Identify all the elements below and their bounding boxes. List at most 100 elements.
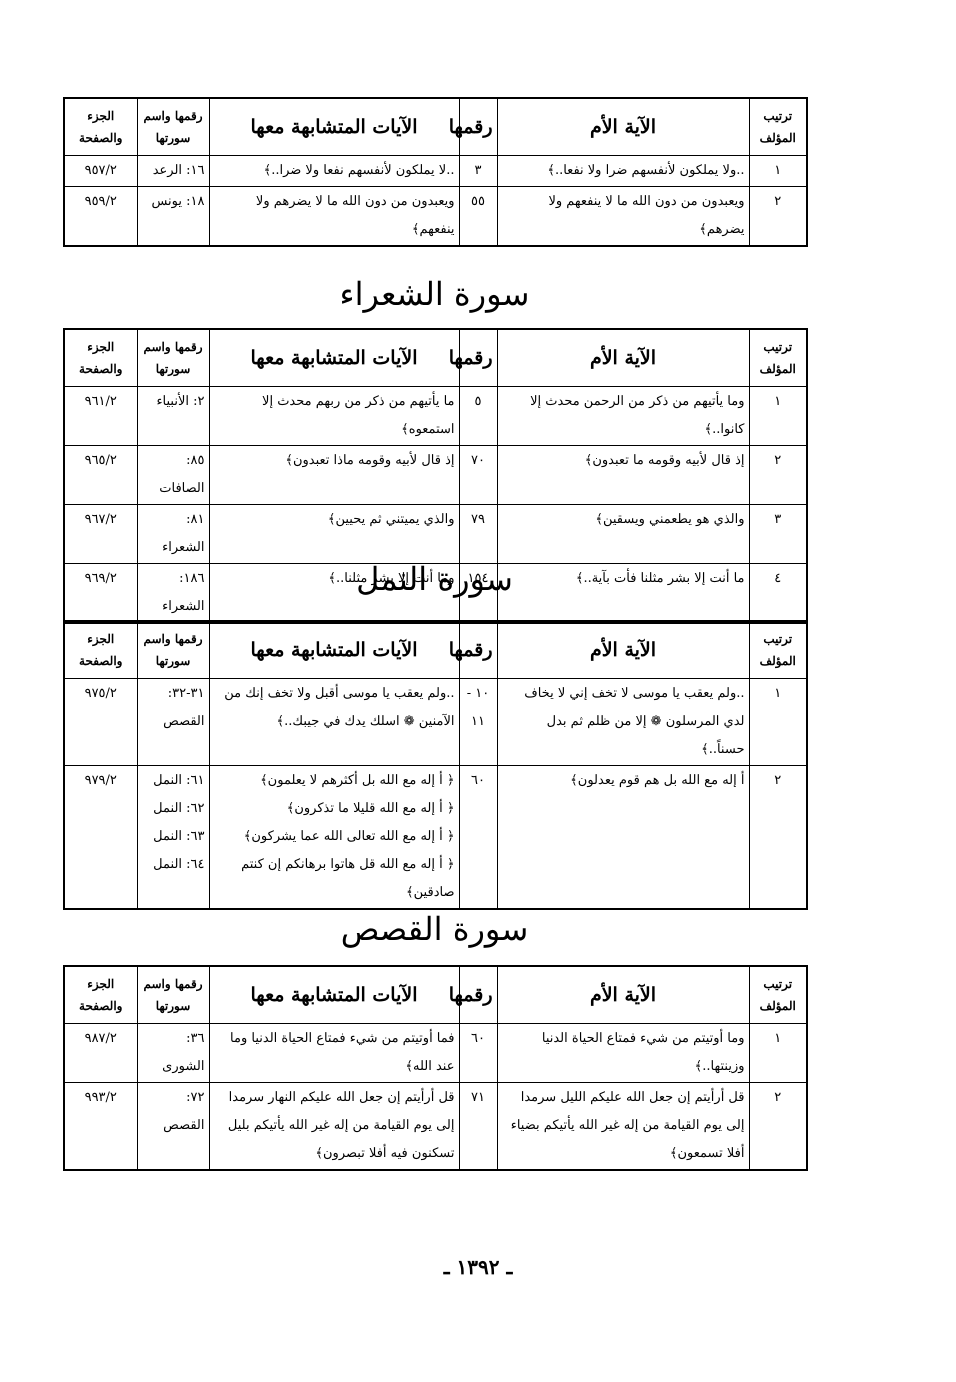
table-cell: ٩٨٧/٢ [63,1023,138,1083]
column-header: الآيات المتشابهة معها [208,97,460,156]
table-cell: فما أوتيتم من شيء فمتاع الحياة الدنيا وم… [208,1023,460,1083]
header-row: ترتيب المؤلف الآية الأم رقمها الآيات المتشا… [63,328,808,387]
column-header: الآيات المتشابهة معها [208,328,460,387]
cell-line: ﴿ أ إله مع الله قل هاتوا برهانكم إن كنتم… [241,857,455,900]
table-cell: ١ [748,678,808,766]
column-header: رقمها واسم سورتها [136,620,210,679]
table-row: ٤ ما أنت إلا بشر مثلنا فأت بآية..﴾ ١٥٤ وما … [63,563,808,624]
table-cell: ﴿ أ إله مع الله بل أكثرهم لا يعلمون﴾ ﴿ أ … [208,765,460,910]
table-cell: ٦١: النمل ٦٢: النمل ٦٣: النمل ٦٤: النمل [136,765,210,910]
table-row: ١ ..ولم يعقب يا موسى لا تخف إني لا يخاف ل… [63,678,808,766]
cell-line: ٦٣: النمل [153,829,205,844]
section-title: سورة النمل [356,560,513,598]
column-header: الجزء والصفحة [63,97,138,156]
cell-line: ﴿ أ إله مع الله قليلا ما تذكرون﴾ [286,801,455,816]
column-header: رقمها واسم سورتها [136,965,210,1024]
column-header: الآية الأم [496,328,750,387]
table-cell: ويعبدون من دون الله ما لا ينفعهم ولا يضر… [496,186,750,247]
table-cell: إذ قال لأبيه وقومه ما تعبدون﴾ [496,445,750,505]
table-cell: ١ [748,1023,808,1083]
verse-table: ترتيب المؤلف الآية الأم رقمها الآيات المتشا… [63,620,808,910]
table-cell: ٦٠ [458,765,498,910]
table-row: ١ وما يأتيهم من ذكر من الرحمن محدث إلا كا… [63,386,808,446]
column-header: الآية الأم [496,620,750,679]
table-cell: ١٠ - ١١ [458,678,498,766]
table-cell: ٢ [748,1082,808,1171]
table-cell: ٢ [748,765,808,910]
column-header: الجزء والصفحة [63,328,138,387]
section-title: سورة الشعراء [339,275,530,313]
table-cell: ٩٧٩/٢ [63,765,138,910]
table-cell: ما يأتيهم من ذكر من ربهم محدث إلا استمعو… [208,386,460,446]
table-row: ١ ..ولا يملكون لأنفسهم ضرا ولا نفعا..﴾ ٣..… [63,155,808,187]
table-cell: ٣ [748,504,808,564]
cell-line: ٦١: النمل [153,773,205,788]
column-header: ترتيب المؤلف [748,965,808,1024]
verse-table: ترتيب المؤلف الآية الأم رقمها الآيات المتشا… [63,328,808,624]
cell-line: ﴿ أ إله مع الله بل أكثرهم لا يعلمون﴾ [260,773,455,788]
page-number: ـ ١٣٩٢ ـ [443,1255,513,1279]
table-cell: ٩٦٥/٢ [63,445,138,505]
table-cell: ٢: الأنبياء [136,386,210,446]
table-cell: ٩٧٥/٢ [63,678,138,766]
table-cell: ٩٩٣/٢ [63,1082,138,1171]
section-title: سورة القصص [340,910,529,948]
table-cell: ٨١: الشعراء [136,504,210,564]
table-cell: ١ [748,386,808,446]
table-cell: والذي يميتني ثم يحيين﴾ [208,504,460,564]
table-cell: ٧٢: القصص [136,1082,210,1171]
table-cell: وما يأتيهم من ذكر من الرحمن محدث إلا كان… [496,386,750,446]
table-cell: قل أرأيتم إن جعل الله عليكم الليل سرمدا … [496,1082,750,1171]
column-header: رقمها [449,965,498,1024]
table-cell: ٧٠ [458,445,498,505]
table-cell: ٢ [748,186,808,247]
column-header: رقمها واسم سورتها [136,97,210,156]
table-cell: ٧١ [458,1082,498,1171]
table-cell: ..ولم يعقب يا موسى لا تخف إني لا يخاف لد… [496,678,750,766]
header-row: ترتيب المؤلف الآية الأم رقمها الآيات المتشا… [63,965,808,1024]
table-cell: ١٨: يونس [136,186,210,247]
table-row: ١ وما أوتيتم من شيء فمتاع الحياة الدنيا و… [63,1023,808,1083]
table-cell: ٣١-٣٢: القصص [136,678,210,766]
table-cell: ٨٥: الصافات [136,445,210,505]
column-header: الآيات المتشابهة معها [208,620,460,679]
verse-table: ترتيب المؤلف الآية الأم رقمها الآيات المتشا… [63,965,808,1171]
cell-line: ٦٢: النمل [153,801,205,816]
verse-table: ترتيب المؤلف الآية الأم رقمها الآيات المتشا… [63,97,808,247]
table-row: ٣ والذي هو يطعمني ويسقين﴾ ٧٩ والذي يميتني ث… [63,504,808,564]
table-cell: قل أرأيتم إن جعل الله عليكم النهار سرمدا… [208,1082,460,1171]
column-header: رقمها [449,620,498,679]
table-cell: ٧٩ [458,504,498,564]
column-header: ترتيب المؤلف [748,328,808,387]
table-cell: ويعبدون من دون الله ما لا يضرهم ولا ينفع… [208,186,460,247]
column-header: الجزء والصفحة [63,965,138,1024]
cell-line: ٦٤: النمل [153,857,205,872]
table-cell: ٩٥٩/٢ [63,186,138,247]
table-cell: ٩٥٧/٢ [63,155,138,187]
table-cell: إذ قال لأبيه وقومه ماذا تعبدون﴾ [208,445,460,505]
table-cell: ٥٥ [458,186,498,247]
column-header: الآية الأم [496,965,750,1024]
table-cell: ..لا يملكون لأنفسهم نفعا ولا ضرا..﴾ [208,155,460,187]
table-cell: ٩٦١/٢ [63,386,138,446]
table-cell: ..ولم يعقب يا موسى أقبل ولا تخف إنك من ا… [208,678,460,766]
table-cell: ٥ [458,386,498,446]
table-cell: وما أوتيتم من شيء فمتاع الحياة الدنيا وز… [496,1023,750,1083]
column-header: رقمها [449,328,498,387]
table-cell: ٣ [458,155,498,187]
column-header: الجزء والصفحة [63,620,138,679]
column-header: ترتيب المؤلف [748,97,808,156]
table-cell: ما أنت إلا بشر مثلنا فأت بآية..﴾ [496,563,750,624]
table-cell: ١٥٤ [458,563,498,624]
cell-line: ﴿ أ إله مع الله تعالى الله عما يشركون﴾ [243,829,455,844]
column-header: الآيات المتشابهة معها [208,965,460,1024]
table-cell: ٦٠ [458,1023,498,1083]
table-cell: ١٦: الرعد [136,155,210,187]
table-cell: أ إله مع الله بل هم قوم يعدلون﴾ [496,765,750,910]
table-cell: ٩٦٧/٢ [63,504,138,564]
header-row: ترتيب المؤلف الآية الأم رقمها الآيات المتشا… [63,97,808,156]
table-cell: ..ولا يملكون لأنفسهم ضرا ولا نفعا..﴾ [496,155,750,187]
table-cell: ٤ [748,563,808,624]
